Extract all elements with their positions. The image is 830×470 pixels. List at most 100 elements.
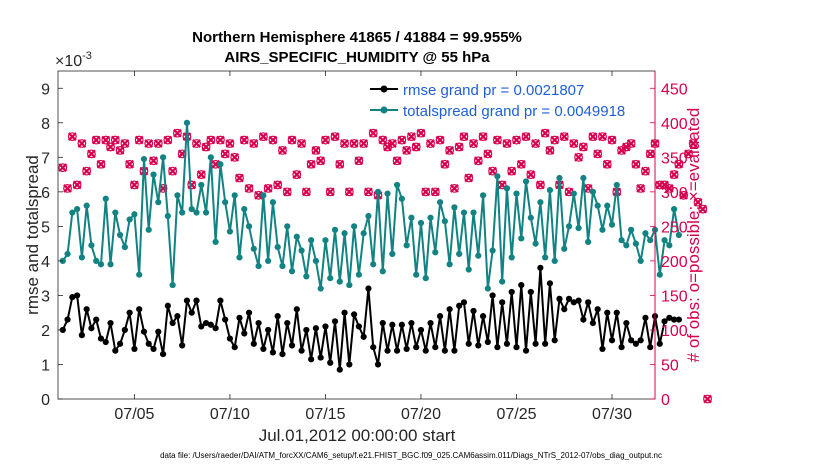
obs-possible-marker [125,159,135,169]
obs-possible-marker [445,146,455,155]
obs-evaluated-marker [344,187,354,197]
obs-possible-marker [249,139,259,148]
x-tick-label: 07/20 [401,406,441,423]
rmse-point [236,314,243,321]
rmse-point [207,321,214,328]
obs-evaluated-marker [106,142,115,152]
rmse-point [589,319,597,327]
obs-possible-marker [407,132,416,142]
obs-possible-marker [239,135,249,145]
totalspread-point [661,237,668,244]
obs-evaluated-marker [149,156,158,166]
obs-possible-marker [607,135,617,145]
obs-possible-marker [330,132,340,142]
rmse-point [575,297,582,304]
rmse-point [255,319,262,327]
y2-tick-label: 400 [661,116,688,133]
obs-possible-marker [521,132,531,142]
obs-evaluated-marker [258,132,268,141]
x-axis-label: Jul.01,2012 00:00:00 start [259,426,456,445]
totalspread-point [145,226,152,233]
rmse-point [456,302,463,309]
rmse-point [298,347,305,354]
rmse-point [97,335,105,342]
ticks-layer: 0 1 2 3 4 5 6 7 8 9 0 50 100 150 200 250 300 350 400 450 07/… [41,71,688,423]
y2-tick-label: 450 [661,81,688,98]
obs-evaluated-marker [512,135,521,145]
rmse-point [288,342,296,349]
totalspread-point [188,206,195,213]
obs-evaluated-marker [445,146,455,155]
totalspread-point [542,254,549,261]
obs-evaluated-marker [454,142,464,152]
obs-possible-marker [492,135,502,145]
obs-possible-marker [344,187,354,197]
totalspread-point [623,242,630,249]
rmse-point [432,344,439,351]
rmse-point [140,328,148,335]
rmse-point [112,347,119,354]
rmse-point [489,292,496,299]
obs-evaluated-marker [698,204,708,214]
totalspread-point [308,237,315,244]
obs-evaluated-marker [545,146,555,155]
obs-evaluated-marker [235,173,244,183]
totalspread-point [599,226,606,233]
y-axis-label: rmse and totalspread [23,155,42,315]
obs-evaluated-marker [645,149,655,159]
totalspread-point [489,247,496,254]
totalspread-point [174,192,181,199]
obs-evaluated-marker [402,146,412,155]
rmse-point [561,306,568,313]
totalspread-point [346,281,353,289]
legend-spread-marker [380,106,388,114]
obs-evaluated-marker [688,139,698,148]
totalspread-point [408,214,415,221]
obs-evaluated-marker [550,135,560,145]
obs-possible-marker [631,159,641,169]
obs-possible-marker [387,139,397,148]
obs-possible-marker [435,135,445,145]
obs-evaluated-marker [488,166,497,176]
totalspread-point [245,223,253,230]
rmse-point [379,319,386,327]
totalspread-point [284,223,291,230]
obs-possible-marker [82,166,92,176]
totalspread-point [508,254,515,261]
obs-evaluated-marker [110,135,120,145]
obs-possible-marker [516,159,526,169]
obs-evaluated-marker [598,132,607,141]
legend-spread-label: totalspread grand pr = 0.0049918 [403,103,625,120]
rmse-point [370,344,377,351]
obs-possible-marker [235,173,244,183]
totalspread-point [374,188,382,195]
obs-evaluated-marker [153,139,163,148]
totalspread-point [436,199,444,206]
obs-possible-marker [526,170,536,179]
rmse-point [183,297,191,304]
obs-possible-marker [273,180,283,190]
obs-evaluated-marker [96,159,106,169]
rmse-point [331,318,339,325]
obs-evaluated-marker [87,149,96,159]
obs-possible-marker [478,132,488,142]
totalspread-point [150,171,157,178]
obs-evaluated-marker [531,139,540,148]
rmse-point [351,311,358,318]
totalspread-point [255,262,262,270]
totalspread-point [556,174,563,182]
obs-possible-marker [187,180,197,190]
obs-possible-marker [335,159,345,169]
rmse-point [327,359,334,366]
obs-evaluated-marker [168,166,178,176]
obs-evaluated-marker [469,139,478,148]
totalspread-point [312,257,320,264]
rmse-point [279,351,286,358]
totalspread-point [389,250,396,258]
obs-possible-marker [168,166,178,176]
rmse-point [336,366,343,373]
totalspread-point [164,212,171,220]
obs-possible-marker [674,159,684,169]
obs-possible-marker [72,180,82,190]
obs-possible-marker [87,149,96,159]
